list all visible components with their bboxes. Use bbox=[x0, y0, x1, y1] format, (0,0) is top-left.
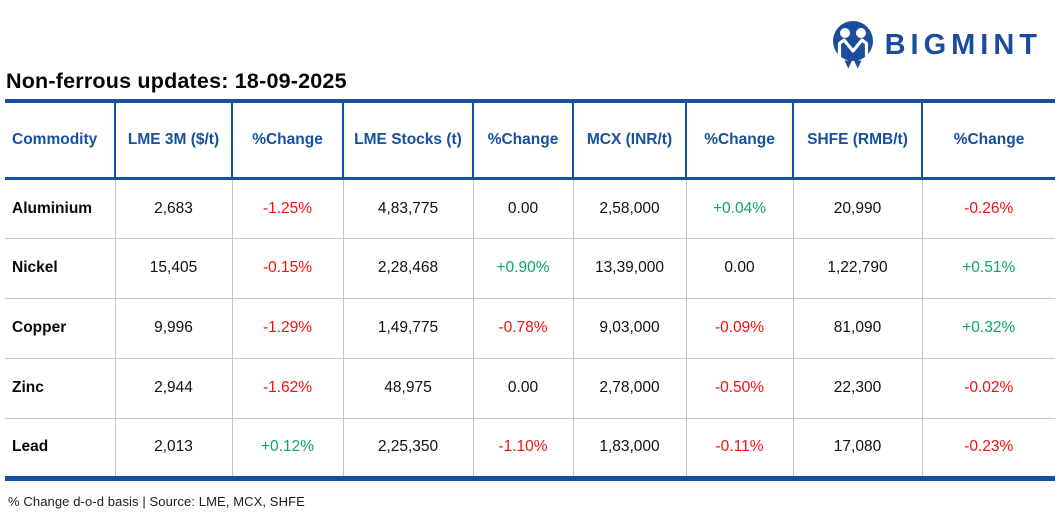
commodity-price-table: Commodity LME 3M ($/t) %Change LME Stock… bbox=[5, 99, 1055, 481]
table-row-aluminium: Aluminium 2,683 -1.25% 4,83,775 0.00 2,5… bbox=[5, 178, 1055, 238]
shfe-change-cell: -0.26% bbox=[921, 178, 1055, 238]
lme-stocks-cell: 2,28,468 bbox=[342, 237, 473, 298]
commodity-cell: Zinc bbox=[5, 357, 115, 418]
source-footnote: % Change d-o-d basis | Source: LME, MCX,… bbox=[8, 493, 305, 509]
col-header-mcx: MCX (INR/t) bbox=[572, 99, 686, 180]
col-header-lme-3m-change: %Change bbox=[231, 99, 343, 180]
shfe-price-cell: 17,080 bbox=[792, 417, 922, 481]
lme-stocks-cell: 48,975 bbox=[342, 357, 473, 418]
shfe-change-cell: -0.23% bbox=[921, 417, 1055, 481]
bigmint-wordmark: BIGMINT bbox=[884, 29, 1042, 61]
table-row-copper: Copper 9,996 -1.29% 1,49,775 -0.78% 9,03… bbox=[5, 297, 1055, 358]
table-row-nickel: Nickel 15,405 -0.15% 2,28,468 +0.90% 13,… bbox=[5, 237, 1055, 298]
col-header-mcx-change: %Change bbox=[685, 99, 793, 180]
mcx-price-cell: 2,78,000 bbox=[572, 357, 686, 418]
lme-3m-change-cell: -1.25% bbox=[231, 178, 343, 238]
lme-3m-price-cell: 15,405 bbox=[114, 237, 232, 298]
shfe-change-cell: +0.51% bbox=[921, 237, 1055, 298]
table-body: Aluminium 2,683 -1.25% 4,83,775 0.00 2,5… bbox=[5, 178, 1055, 481]
lme-3m-change-cell: -1.62% bbox=[231, 357, 343, 418]
col-header-shfe: SHFE (RMB/t) bbox=[792, 99, 922, 180]
commodity-cell: Nickel bbox=[5, 237, 115, 298]
mcx-change-cell: -0.50% bbox=[685, 357, 793, 418]
mcx-change-cell: 0.00 bbox=[685, 237, 793, 298]
lme-3m-price-cell: 2,683 bbox=[114, 178, 232, 238]
shfe-price-cell: 20,990 bbox=[792, 178, 922, 238]
shfe-change-cell: +0.32% bbox=[921, 297, 1055, 358]
shfe-price-cell: 1,22,790 bbox=[792, 237, 922, 298]
header-bar: BIGMINT Non-ferrous updates: 18-09-2025 bbox=[0, 0, 1059, 99]
lme-3m-price-cell: 2,013 bbox=[114, 417, 232, 481]
lme-3m-change-cell: +0.12% bbox=[231, 417, 343, 481]
bigmint-logo: BIGMINT bbox=[831, 20, 1042, 71]
mcx-price-cell: 1,83,000 bbox=[572, 417, 686, 481]
mcx-change-cell: -0.11% bbox=[685, 417, 793, 481]
col-header-lme-stocks: LME Stocks (t) bbox=[342, 99, 473, 180]
mcx-change-cell: +0.04% bbox=[685, 178, 793, 238]
lme-stocks-cell: 1,49,775 bbox=[342, 297, 473, 358]
col-header-lme-3m: LME 3M ($/t) bbox=[114, 99, 232, 180]
commodity-cell: Copper bbox=[5, 297, 115, 358]
bigmint-m-logo-icon bbox=[832, 21, 873, 69]
lme-stocks-change-cell: -0.78% bbox=[472, 297, 573, 358]
lme-stocks-change-cell: -1.10% bbox=[472, 417, 573, 481]
lme-3m-price-cell: 2,944 bbox=[114, 357, 232, 418]
col-header-shfe-change: %Change bbox=[921, 99, 1055, 180]
commodity-cell: Aluminium bbox=[12, 199, 93, 217]
lme-stocks-change-cell: 0.00 bbox=[472, 357, 573, 418]
lme-3m-price-cell: 9,996 bbox=[114, 297, 232, 358]
lme-stocks-cell: 2,25,350 bbox=[342, 417, 473, 481]
mcx-change-cell: -0.09% bbox=[685, 297, 793, 358]
mcx-price-cell: 13,39,000 bbox=[572, 237, 686, 298]
page-title: Non-ferrous updates: 18-09-2025 bbox=[6, 69, 347, 93]
table-row-zinc: Zinc 2,944 -1.62% 48,975 0.00 2,78,000 -… bbox=[5, 357, 1055, 418]
mcx-price-cell: 2,58,000 bbox=[572, 178, 686, 238]
lme-3m-change-cell: -0.15% bbox=[231, 237, 343, 298]
col-header-commodity: Commodity bbox=[5, 99, 115, 180]
mcx-price-cell: 9,03,000 bbox=[572, 297, 686, 358]
lme-3m-change-cell: -1.29% bbox=[231, 297, 343, 358]
shfe-price-cell: 81,090 bbox=[792, 297, 922, 358]
lme-stocks-cell: 4,83,775 bbox=[342, 178, 473, 238]
col-header-lme-stocks-change: %Change bbox=[472, 99, 573, 180]
header-row: Commodity LME 3M ($/t) %Change LME Stock… bbox=[5, 99, 1055, 180]
shfe-change-cell: -0.02% bbox=[921, 357, 1055, 418]
lme-stocks-change-cell: 0.00 bbox=[472, 178, 573, 238]
lme-stocks-change-cell: +0.90% bbox=[472, 237, 573, 298]
shfe-price-cell: 22,300 bbox=[792, 357, 922, 418]
commodity-cell: Lead bbox=[5, 417, 115, 481]
table-row-lead: Lead 2,013 +0.12% 2,25,350 -1.10% 1,83,0… bbox=[5, 417, 1055, 481]
table-header: Commodity LME 3M ($/t) %Change LME Stock… bbox=[5, 99, 1055, 180]
